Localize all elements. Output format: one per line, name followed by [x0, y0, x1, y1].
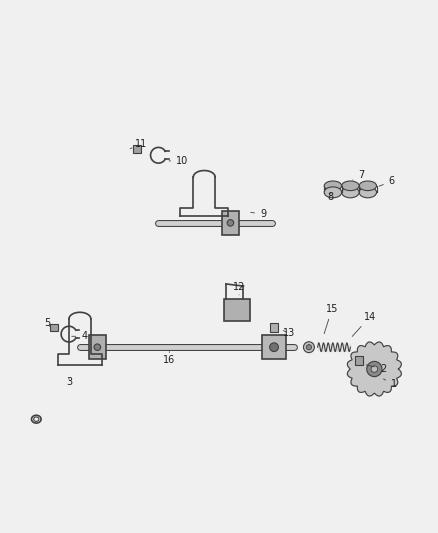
Bar — [261, 335, 286, 359]
Polygon shape — [346, 342, 400, 396]
Text: 16: 16 — [163, 352, 175, 365]
Text: 9: 9 — [250, 209, 265, 219]
Ellipse shape — [366, 361, 381, 377]
Text: 4: 4 — [72, 332, 87, 341]
Text: 1: 1 — [382, 379, 396, 389]
Text: 8: 8 — [327, 192, 333, 201]
Text: 6: 6 — [378, 176, 394, 187]
Bar — [132, 145, 140, 152]
Ellipse shape — [306, 344, 311, 350]
Bar — [223, 299, 250, 321]
Text: 10: 10 — [169, 156, 188, 166]
Text: 2: 2 — [365, 364, 385, 374]
Text: 13: 13 — [283, 328, 295, 338]
Text: 5: 5 — [44, 318, 50, 328]
Ellipse shape — [370, 366, 377, 372]
Ellipse shape — [269, 343, 278, 352]
Bar — [88, 335, 106, 359]
Bar — [354, 356, 363, 365]
Ellipse shape — [341, 187, 358, 198]
Ellipse shape — [226, 220, 233, 226]
Ellipse shape — [358, 187, 376, 198]
Ellipse shape — [303, 342, 314, 353]
Text: 11: 11 — [130, 139, 147, 149]
Text: 15: 15 — [323, 304, 337, 334]
Ellipse shape — [358, 181, 376, 191]
Bar — [221, 211, 239, 235]
Ellipse shape — [341, 181, 358, 191]
Text: 12: 12 — [233, 282, 245, 295]
Bar — [49, 324, 57, 332]
Text: 7: 7 — [352, 170, 364, 180]
Ellipse shape — [323, 187, 341, 198]
Ellipse shape — [94, 344, 100, 351]
Ellipse shape — [323, 181, 341, 191]
Bar — [269, 323, 278, 332]
Text: 14: 14 — [351, 312, 375, 336]
Text: 3: 3 — [66, 377, 72, 387]
